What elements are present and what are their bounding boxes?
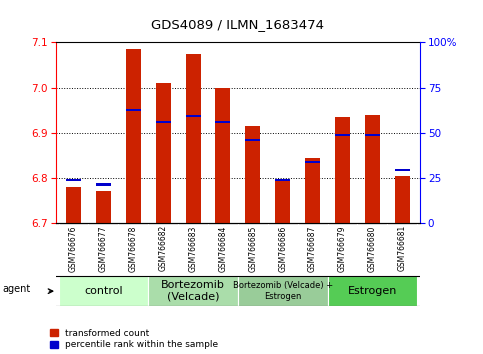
Bar	[185, 115, 200, 117]
Bar	[275, 179, 290, 181]
Bar	[148, 276, 238, 306]
Legend: transformed count, percentile rank within the sample: transformed count, percentile rank withi…	[50, 329, 218, 349]
Text: control: control	[84, 286, 123, 296]
Text: GSM766679: GSM766679	[338, 225, 347, 272]
Text: GSM766687: GSM766687	[308, 225, 317, 272]
Text: GSM766682: GSM766682	[158, 225, 168, 272]
Text: GSM766684: GSM766684	[218, 225, 227, 272]
Text: GSM766683: GSM766683	[188, 225, 198, 272]
Bar	[156, 83, 170, 223]
Bar	[215, 87, 230, 223]
Bar	[66, 179, 81, 181]
Bar	[305, 161, 320, 163]
Text: GSM766686: GSM766686	[278, 225, 287, 272]
Text: GSM766685: GSM766685	[248, 225, 257, 272]
Bar	[126, 109, 141, 111]
Bar	[365, 134, 380, 136]
Bar	[395, 169, 410, 171]
Bar	[96, 183, 111, 185]
Bar	[96, 192, 111, 223]
Bar	[58, 276, 148, 306]
Bar	[215, 121, 230, 123]
Bar	[126, 49, 141, 223]
Text: agent: agent	[2, 284, 30, 295]
Text: GSM766680: GSM766680	[368, 225, 377, 272]
Bar	[245, 138, 260, 141]
Bar	[156, 121, 170, 123]
Bar	[305, 158, 320, 223]
Bar	[238, 276, 327, 306]
Bar	[66, 187, 81, 223]
Bar	[365, 115, 380, 223]
Bar	[395, 176, 410, 223]
Text: GDS4089 / ILMN_1683474: GDS4089 / ILMN_1683474	[151, 18, 325, 31]
Text: Bortezomib
(Velcade): Bortezomib (Velcade)	[161, 280, 225, 302]
Bar	[335, 117, 350, 223]
Text: GSM766678: GSM766678	[129, 225, 138, 272]
Text: GSM766681: GSM766681	[398, 225, 407, 272]
Bar	[245, 126, 260, 223]
Text: GSM766677: GSM766677	[99, 225, 108, 272]
Bar	[275, 180, 290, 223]
Bar	[327, 276, 417, 306]
Text: Estrogen: Estrogen	[348, 286, 397, 296]
Text: GSM766676: GSM766676	[69, 225, 78, 272]
Bar	[185, 54, 200, 223]
Bar	[335, 134, 350, 136]
Text: Bortezomib (Velcade) +
Estrogen: Bortezomib (Velcade) + Estrogen	[233, 281, 333, 301]
